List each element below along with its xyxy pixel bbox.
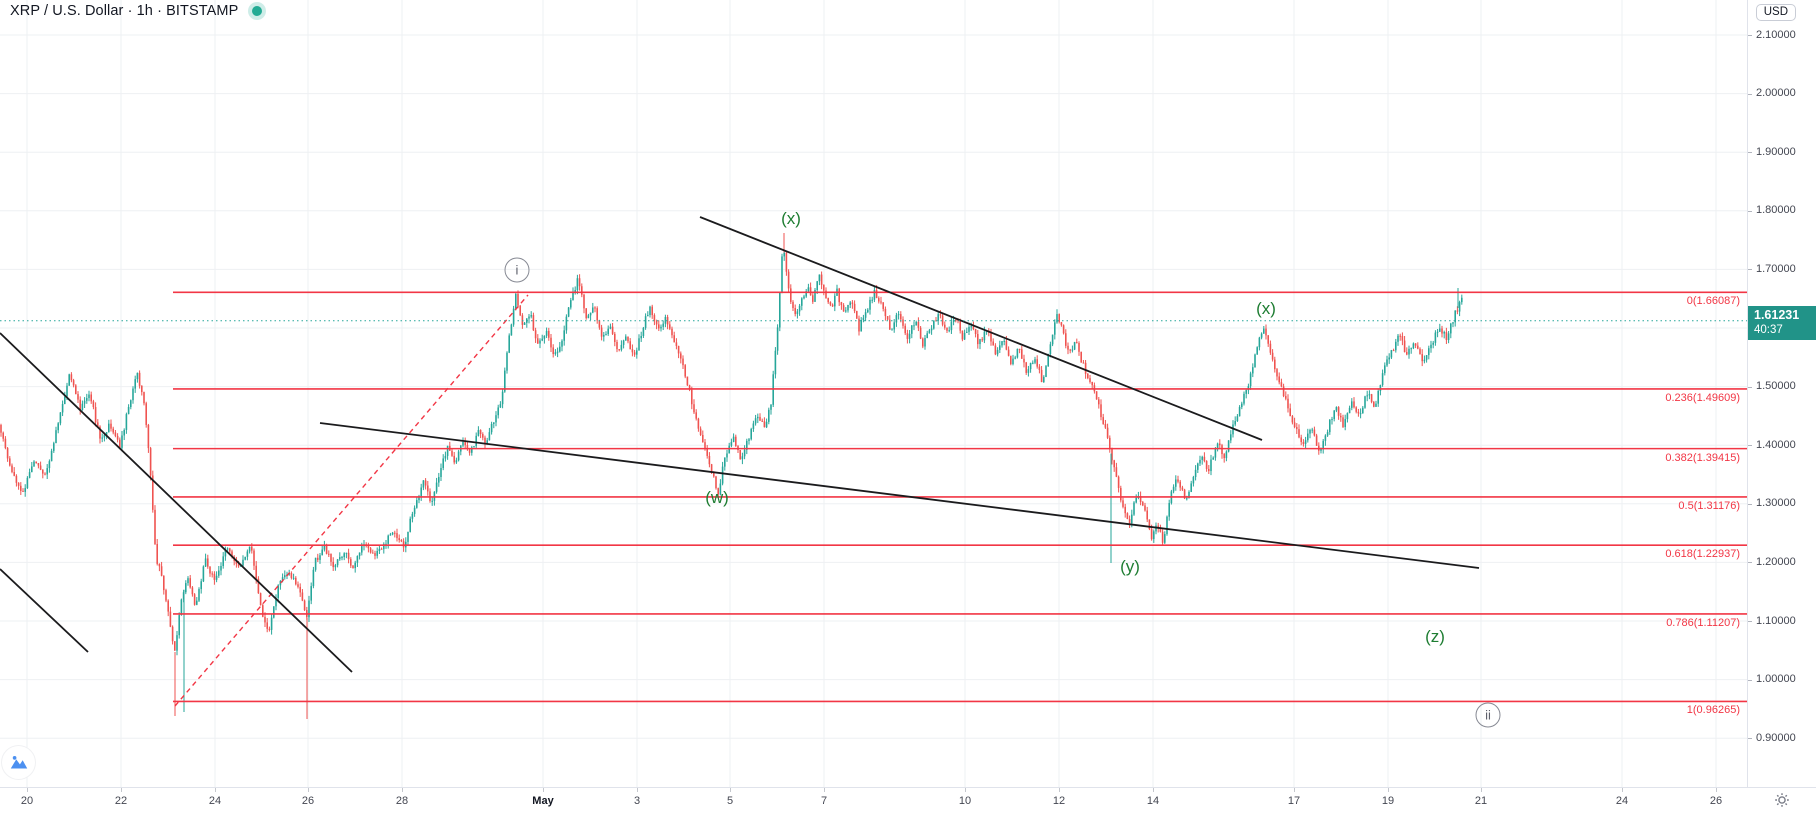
price-axis-tick <box>1748 93 1752 95</box>
price-axis-tick <box>1748 621 1752 622</box>
price-axis-label: 1.90000 <box>1756 145 1796 158</box>
mountain-logo-icon <box>10 755 27 768</box>
symbol-title[interactable]: XRP / U.S. Dollar · 1h · BITSTAMP <box>10 3 239 19</box>
time-axis-tick <box>824 788 825 792</box>
trend-line[interactable] <box>0 568 89 653</box>
time-axis-tick <box>1153 788 1154 792</box>
circled-wave-label[interactable]: ii <box>1475 702 1501 728</box>
current-price-badge: 1.61231 40:37 <box>1748 305 1816 340</box>
time-axis-tick <box>637 788 638 792</box>
time-axis-label: 20 <box>20 795 34 807</box>
elliott-wave-label[interactable]: (x) <box>781 209 801 228</box>
time-axis-label: 19 <box>1381 795 1395 807</box>
trend-line[interactable] <box>699 216 1263 441</box>
current-price-value: 1.61231 <box>1754 307 1800 322</box>
time-axis-tick <box>27 788 28 792</box>
price-axis-tick <box>1748 210 1752 212</box>
time-axis-label: 3 <box>633 795 641 807</box>
elliott-wave-label[interactable]: (x) <box>1256 299 1276 318</box>
candlesticks <box>0 233 1463 719</box>
price-axis-label: 1.40000 <box>1756 438 1796 451</box>
elliott-wave-label[interactable]: (w) <box>705 488 729 507</box>
currency-unit-button[interactable]: USD <box>1755 4 1796 21</box>
trend-line[interactable] <box>319 422 1480 569</box>
time-axis-label: 10 <box>958 795 972 807</box>
time-axis-tick <box>215 788 216 792</box>
time-axis-tick <box>1622 788 1623 792</box>
time-axis-label: 14 <box>1146 795 1160 807</box>
price-axis-label: 1.00000 <box>1756 673 1796 686</box>
price-axis-label: 1.80000 <box>1756 204 1796 217</box>
time-axis-label: 28 <box>395 795 409 807</box>
price-axis-label: 1.30000 <box>1756 497 1796 510</box>
tradingview-logo-button[interactable] <box>2 746 35 779</box>
elliott-wave-label[interactable]: (z) <box>1425 627 1445 646</box>
fib-level-label[interactable]: 0(1.66087) <box>1686 295 1740 308</box>
time-axis-label: 7 <box>820 795 828 807</box>
price-axis-tick <box>1748 445 1752 447</box>
time-axis-label: 12 <box>1052 795 1066 807</box>
price-axis-label: 2.10000 <box>1756 28 1796 41</box>
fib-level-label[interactable]: 0.382(1.39415) <box>1665 451 1740 464</box>
time-axis-tick <box>543 788 544 792</box>
price-axis-tick <box>1748 738 1752 740</box>
time-axis[interactable]: 20 22 24 26 28 May 3 5 7 10 12 14 17 19 21 24 26 <box>0 787 1816 820</box>
time-axis-label: 22 <box>114 795 128 807</box>
time-axis-label: May <box>532 795 554 807</box>
price-axis-tick <box>1748 269 1752 271</box>
fib-level-label[interactable]: 0.5(1.31176) <box>1678 499 1740 512</box>
time-axis-tick <box>1716 788 1717 792</box>
settings-gear-icon[interactable] <box>1774 792 1790 813</box>
bar-countdown: 40:37 <box>1754 324 1783 337</box>
price-axis-tick <box>1748 503 1752 505</box>
time-axis-tick <box>1388 788 1389 792</box>
time-axis-tick <box>121 788 122 792</box>
price-axis-tick <box>1748 679 1752 681</box>
fib-level-label[interactable]: 1(0.96265) <box>1686 704 1740 717</box>
time-axis-label: 26 <box>1709 795 1723 807</box>
price-axis-label: 2.00000 <box>1756 87 1796 100</box>
trend-lines[interactable] <box>0 216 1480 673</box>
time-axis-tick <box>1059 788 1060 792</box>
elliott-wave-label[interactable]: (y) <box>1120 557 1140 576</box>
circled-wave-label[interactable]: i <box>504 257 530 283</box>
price-axis-tick <box>1748 562 1752 564</box>
price-axis-tick <box>1748 152 1752 154</box>
fib-level-label[interactable]: 0.618(1.22937) <box>1665 548 1740 561</box>
fib-level-label[interactable]: 0.236(1.49609) <box>1665 391 1740 404</box>
time-axis-label: 24 <box>208 795 222 807</box>
fib-dashed-trendline[interactable] <box>174 294 529 707</box>
fib-retracement-lines[interactable] <box>173 291 1748 703</box>
chart-header: XRP / U.S. Dollar · 1h · BITSTAMP <box>10 3 263 19</box>
time-axis-tick <box>1481 788 1482 792</box>
market-open-dot-icon <box>252 6 263 16</box>
trend-line[interactable] <box>0 332 353 673</box>
time-axis-label: 21 <box>1474 795 1488 807</box>
price-axis[interactable]: 1.61231 40:37 2.10000 2.00000 1.90000 1.800… <box>1747 0 1816 788</box>
time-axis-tick <box>402 788 403 792</box>
price-axis-label: 1.20000 <box>1756 555 1796 568</box>
price-axis-tick <box>1748 386 1752 388</box>
price-axis-label: 0.90000 <box>1756 731 1796 744</box>
grid-lines <box>0 0 1748 788</box>
time-axis-tick <box>308 788 309 792</box>
time-axis-label: 5 <box>726 795 734 807</box>
time-axis-tick <box>1294 788 1295 792</box>
fib-level-label[interactable]: 0.786(1.11207) <box>1666 616 1740 629</box>
chart-canvas[interactable] <box>0 0 1748 788</box>
time-axis-label: 26 <box>301 795 315 807</box>
price-axis-label: 1.50000 <box>1756 380 1796 393</box>
time-axis-tick <box>730 788 731 792</box>
time-axis-label: 24 <box>1615 795 1629 807</box>
time-axis-label: 17 <box>1287 795 1301 807</box>
price-axis-tick <box>1748 35 1752 36</box>
price-axis-label: 1.10000 <box>1756 614 1796 627</box>
time-axis-tick <box>965 788 966 792</box>
price-axis-label: 1.70000 <box>1756 262 1796 275</box>
